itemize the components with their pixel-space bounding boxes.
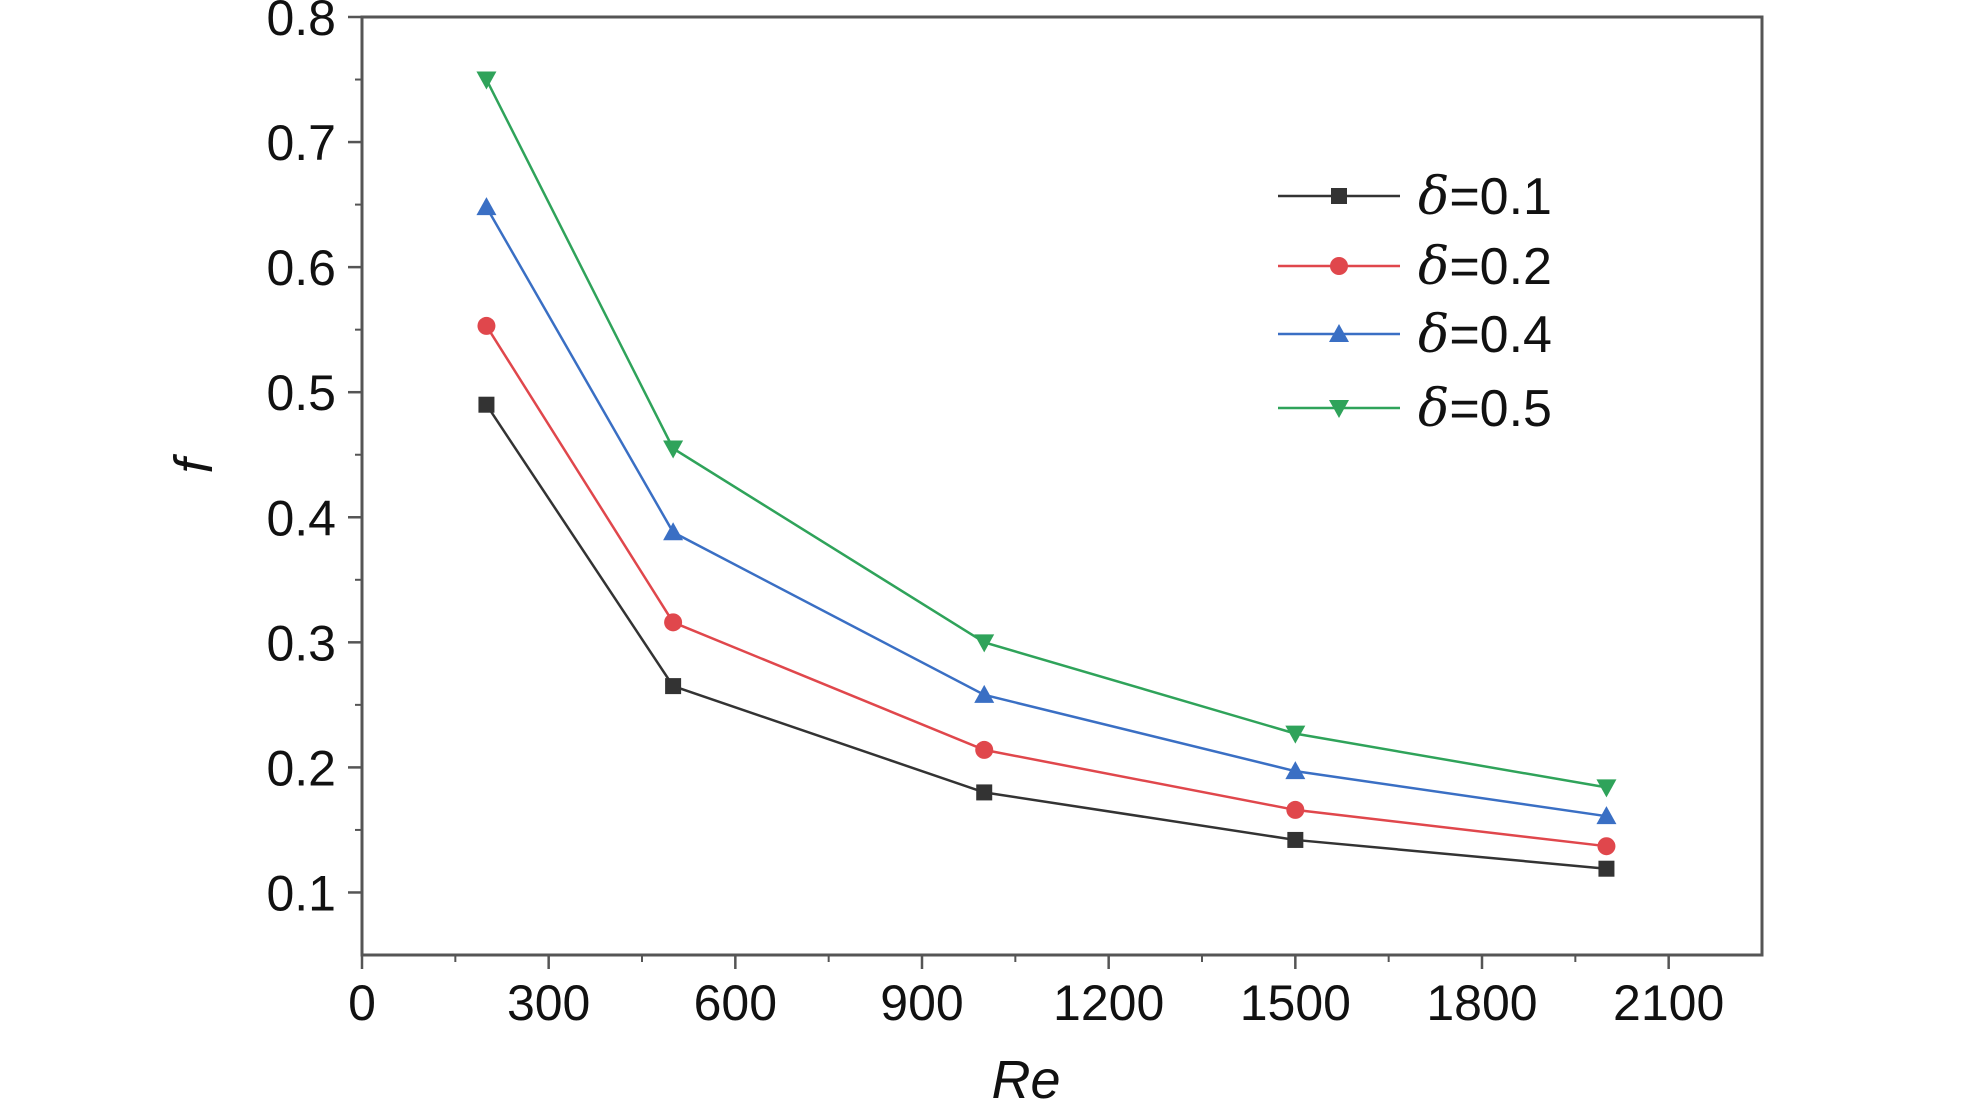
legend-item: δ=0.1 xyxy=(1278,167,1552,227)
legend-delta-symbol: δ xyxy=(1418,379,1449,439)
data-point xyxy=(975,740,994,759)
data-point xyxy=(663,522,684,541)
y-tick-label: 0.3 xyxy=(266,615,336,671)
legend-item: δ=0.2 xyxy=(1278,237,1552,297)
data-point xyxy=(1596,806,1617,825)
y-tick-label: 0.1 xyxy=(266,865,336,921)
x-tick-label: 1500 xyxy=(1240,975,1351,1031)
legend-item: δ=0.5 xyxy=(1278,379,1552,439)
data-point xyxy=(1287,831,1304,848)
data-point xyxy=(1285,761,1306,780)
legend-marker xyxy=(1329,400,1349,418)
x-tick-label: 300 xyxy=(507,975,590,1031)
legend: δ=0.1δ=0.2δ=0.4δ=0.5 xyxy=(1278,167,1552,439)
series-line xyxy=(485,206,1607,818)
data-point xyxy=(663,440,684,459)
data-point xyxy=(974,684,995,703)
legend-delta-symbol: δ xyxy=(1418,167,1449,227)
y-tick-label: 0.7 xyxy=(266,115,336,171)
series-2 xyxy=(477,316,1616,856)
y-tick-label: 0.6 xyxy=(266,240,336,296)
x-tick-label: 600 xyxy=(694,975,777,1031)
data-point xyxy=(976,784,993,801)
legend-label: δ=0.4 xyxy=(1418,305,1552,365)
data-point xyxy=(1598,860,1615,877)
data-point xyxy=(477,316,496,335)
y-axis-ticks: 0.1 0.2 0.3 0.4 0.5 0.6 0.7 0.8 xyxy=(266,0,362,921)
y-tick-label: 0.4 xyxy=(266,490,336,546)
data-point xyxy=(476,71,497,90)
x-tick-label: 1800 xyxy=(1426,975,1537,1031)
legend-marker xyxy=(1331,188,1347,204)
series-layer xyxy=(476,71,1617,877)
legend-value: =0.5 xyxy=(1449,380,1552,438)
data-point xyxy=(476,197,497,216)
data-point xyxy=(665,678,682,695)
series-1 xyxy=(478,396,1615,877)
x-tick-label: 1200 xyxy=(1053,975,1164,1031)
series-4 xyxy=(476,71,1617,798)
data-point xyxy=(1596,779,1617,798)
y-tick-label: 0.5 xyxy=(266,365,336,421)
x-tick-label: 900 xyxy=(880,975,963,1031)
legend-delta-symbol: δ xyxy=(1418,305,1449,365)
plot-frame xyxy=(360,15,1764,957)
minor-ticks xyxy=(355,78,1577,962)
x-tick-label: 0 xyxy=(348,975,376,1031)
legend-delta-symbol: δ xyxy=(1418,237,1449,297)
x-axis-label: Re xyxy=(991,1050,1060,1110)
legend-label: δ=0.5 xyxy=(1418,379,1552,439)
data-point xyxy=(664,613,683,632)
legend-label: δ=0.2 xyxy=(1418,237,1552,297)
x-axis-ticks: 0 300 600 900 1200 1500 1800 2100 xyxy=(348,955,1724,1031)
legend-label: δ=0.1 xyxy=(1418,167,1552,227)
data-point xyxy=(478,396,495,413)
data-point xyxy=(1286,800,1305,819)
legend-item: δ=0.4 xyxy=(1278,305,1552,365)
legend-value: =0.4 xyxy=(1449,306,1552,364)
y-tick-label: 0.8 xyxy=(266,0,336,46)
series-3 xyxy=(476,197,1617,825)
data-point xyxy=(974,634,995,653)
legend-marker xyxy=(1330,257,1348,275)
legend-marker xyxy=(1329,324,1349,342)
series-line xyxy=(485,404,1607,870)
y-axis-label: f xyxy=(164,454,224,474)
legend-value: =0.1 xyxy=(1449,168,1552,226)
data-point xyxy=(1285,725,1306,744)
legend-value: =0.2 xyxy=(1449,238,1552,296)
x-tick-label: 2100 xyxy=(1613,975,1724,1031)
data-point xyxy=(1597,837,1616,856)
y-tick-label: 0.2 xyxy=(266,740,336,796)
